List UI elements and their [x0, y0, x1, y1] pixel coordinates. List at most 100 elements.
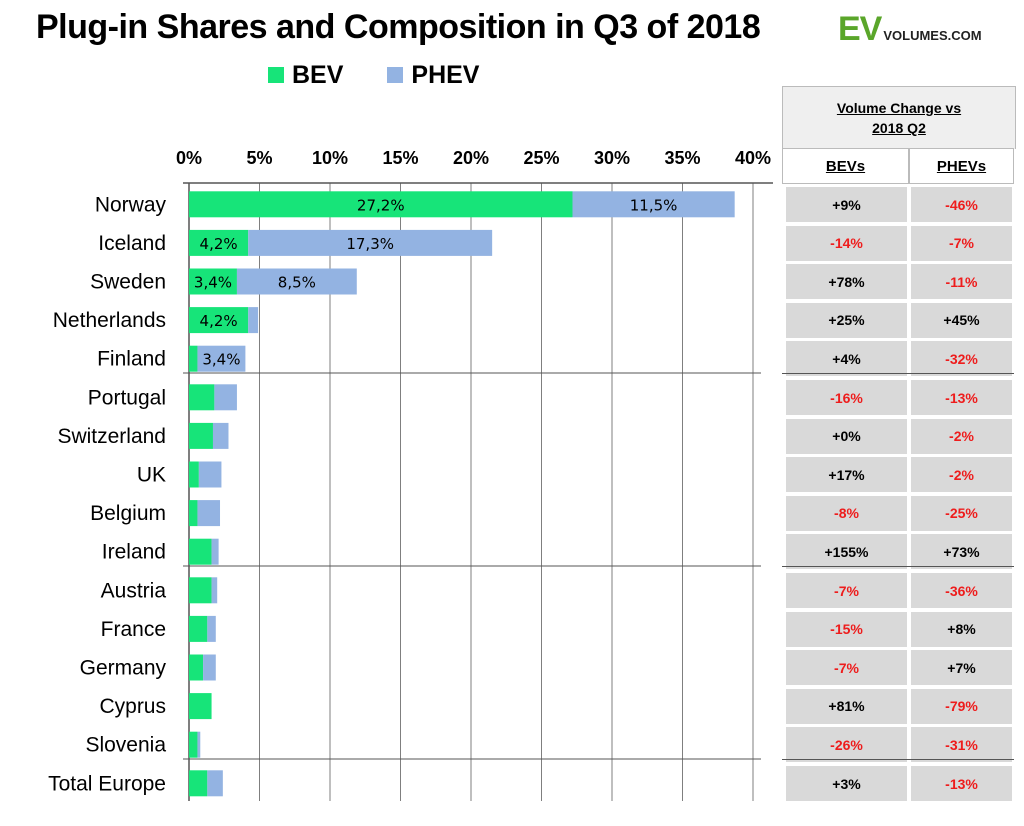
category-label: Slovenia	[85, 734, 166, 757]
volume-change-header-text: Volume Change vs 2018 Q2	[836, 100, 962, 136]
bar-phev	[214, 384, 237, 411]
bar-phev	[207, 770, 223, 797]
legend: BEV PHEV	[268, 60, 524, 90]
bar-bev	[189, 191, 573, 218]
data-label-bev: 27,2%	[357, 196, 405, 214]
volume-change-bev-cell: +9%	[786, 187, 907, 222]
category-label: France	[101, 618, 166, 641]
x-tick-label: 20%	[453, 148, 489, 168]
volume-change-bev-cell: -8%	[786, 495, 907, 531]
bar-bev	[189, 654, 204, 681]
category-label: Germany	[80, 657, 167, 680]
bar-phev	[248, 229, 493, 256]
category-label: Finland	[97, 348, 166, 371]
bar-bev	[189, 577, 212, 604]
category-label: Switzerland	[57, 425, 166, 448]
data-label-phev: 17,3%	[346, 235, 394, 253]
bar-phev	[197, 345, 246, 372]
x-tick-label: 40%	[735, 148, 771, 168]
volume-change-bev-cell: +3%	[786, 766, 907, 801]
bar-phev	[203, 654, 216, 681]
volume-change-phev-cell: -31%	[911, 727, 1012, 763]
legend-item-bev: BEV	[268, 61, 343, 90]
bar-bev	[189, 268, 237, 295]
legend-swatch-phev	[387, 67, 404, 83]
bar-bev	[189, 693, 212, 720]
volume-change-bev-cell: -14%	[786, 225, 907, 261]
category-label: Total Europe	[48, 772, 166, 795]
legend-label-phev: PHEV	[411, 60, 480, 89]
logo-volumes-text: VOLUMES.COM	[883, 28, 982, 43]
bar-bev	[189, 770, 208, 797]
volume-change-bev-cell: +25%	[786, 302, 907, 338]
bar-bev	[189, 461, 199, 488]
category-label: Cyprus	[99, 695, 166, 718]
volume-change-phev-cell: -7%	[911, 225, 1012, 261]
category-label: UK	[137, 464, 166, 487]
bar-bev	[189, 731, 198, 758]
x-tick-label: 0%	[176, 148, 202, 168]
volume-change-phev-cell: -13%	[911, 380, 1012, 415]
x-tick-label: 30%	[594, 148, 630, 168]
bar-bev	[189, 307, 249, 334]
volume-change-phev-cell: +7%	[911, 650, 1012, 686]
volume-change-phev-cell: -13%	[911, 766, 1012, 801]
category-label: Netherlands	[53, 309, 166, 332]
x-tick-label: 10%	[312, 148, 348, 168]
bar-bev	[189, 345, 198, 372]
table-group-separator	[782, 759, 1014, 760]
col-head-bevs: BEVs	[782, 148, 909, 184]
category-label: Sweden	[90, 271, 166, 294]
bar-phev	[211, 577, 218, 604]
volume-change-bev-cell: +81%	[786, 688, 907, 724]
volume-change-bev-cell: -15%	[786, 611, 907, 647]
volume-change-phev-cell: -79%	[911, 688, 1012, 724]
evvolumes-logo: EV VOLUMES.COM	[838, 10, 982, 49]
bar-phev	[572, 191, 735, 218]
category-label: Austria	[101, 579, 167, 602]
volume-change-phev-cell: +73%	[911, 534, 1012, 570]
bar-bev	[189, 500, 198, 527]
table-group-separator	[782, 566, 1014, 567]
volume-change-phev-cell: -2%	[911, 457, 1012, 493]
bar-phev	[197, 731, 201, 758]
category-label: Ireland	[102, 541, 166, 564]
data-label-phev: 8,5%	[278, 274, 316, 292]
volume-change-phev-cell: -25%	[911, 495, 1012, 531]
legend-label-bev: BEV	[292, 60, 344, 89]
data-label-phev: 3,4%	[202, 351, 240, 369]
bar-phev	[212, 422, 229, 449]
volume-change-header: Volume Change vs 2018 Q2	[782, 86, 1016, 149]
bar-bev	[189, 538, 212, 565]
category-label: Iceland	[98, 232, 166, 255]
volume-change-phev-cell: -46%	[911, 187, 1012, 222]
volume-change-bev-cell: +17%	[786, 457, 907, 493]
x-tick-label: 35%	[664, 148, 700, 168]
bar-phev	[236, 268, 357, 295]
legend-swatch-bev	[268, 67, 284, 83]
volume-change-phev-cell: +45%	[911, 302, 1012, 338]
volume-change-bev-cell: +78%	[786, 264, 907, 300]
volume-change-bev-cell: -7%	[786, 573, 907, 608]
bar-bev	[189, 422, 213, 449]
logo-ev-text: EV	[838, 10, 882, 48]
bar-bev	[189, 384, 215, 411]
data-label-bev: 4,2%	[200, 235, 238, 253]
volume-change-bev-cell: -16%	[786, 380, 907, 415]
volume-change-phev-cell: +8%	[911, 611, 1012, 647]
table-group-separator	[782, 373, 1014, 374]
category-label: Portugal	[88, 386, 166, 409]
bar-phev	[197, 500, 221, 527]
volume-change-bev-cell: -7%	[786, 650, 907, 686]
bar-phev	[207, 615, 216, 642]
bar-phev	[248, 307, 259, 334]
category-label: Norway	[95, 193, 167, 216]
volume-change-phev-cell: -2%	[911, 418, 1012, 454]
volume-change-bev-cell: -26%	[786, 727, 907, 763]
volume-change-phev-cell: -11%	[911, 264, 1012, 300]
chart-title: Plug-in Shares and Composition in Q3 of …	[36, 8, 761, 46]
volume-change-phev-cell: -36%	[911, 573, 1012, 608]
x-tick-label: 5%	[246, 148, 272, 168]
data-label-bev: 4,2%	[200, 312, 238, 330]
